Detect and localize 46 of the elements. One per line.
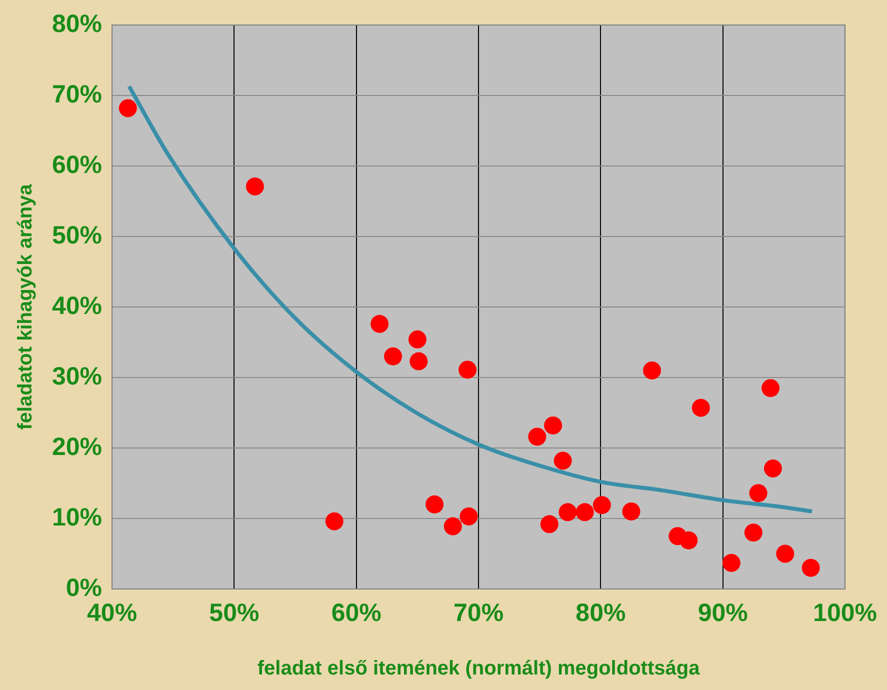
point xyxy=(408,330,426,348)
point xyxy=(764,459,782,478)
x-axis-title: feladat első itemének (normált) megoldottsága xyxy=(257,658,701,680)
y-tick-label: 40% xyxy=(52,292,102,320)
y-tick-label: 20% xyxy=(52,432,102,461)
y-tick-label: 50% xyxy=(52,221,102,250)
point xyxy=(680,531,698,550)
point xyxy=(576,503,594,522)
x-tick-label: 80% xyxy=(576,598,626,627)
y-tick-label: 70% xyxy=(52,80,102,108)
point xyxy=(118,99,137,118)
y-tick-label: 60% xyxy=(52,150,102,179)
point xyxy=(528,428,546,446)
point xyxy=(749,484,768,502)
point xyxy=(692,398,710,417)
point xyxy=(776,544,794,563)
point xyxy=(370,314,389,333)
point xyxy=(544,416,562,434)
point xyxy=(444,517,462,536)
point xyxy=(458,360,477,379)
point xyxy=(802,558,820,577)
point xyxy=(622,502,640,520)
point xyxy=(558,503,577,522)
y-tick-label: 80% xyxy=(52,10,102,38)
x-tick-label: 70% xyxy=(454,598,504,627)
y-axis-title: feladatot kihagyók aránya xyxy=(14,183,37,430)
point xyxy=(410,352,428,370)
point xyxy=(540,515,558,534)
point xyxy=(762,379,780,398)
point xyxy=(384,347,402,366)
point xyxy=(722,554,740,572)
point xyxy=(592,496,611,514)
x-tick-label: 50% xyxy=(209,598,260,627)
y-tick-label: 10% xyxy=(52,503,102,532)
point xyxy=(460,507,478,526)
point xyxy=(426,495,444,514)
y-tick-label: 30% xyxy=(52,362,102,390)
x-tick-label: 90% xyxy=(698,598,748,627)
point xyxy=(643,361,662,380)
line-series xyxy=(127,84,814,514)
x-tick-label: 60% xyxy=(331,598,382,627)
point xyxy=(246,177,264,196)
point xyxy=(554,452,572,470)
x-tick-label: 100% xyxy=(813,598,878,627)
point xyxy=(744,524,762,542)
point xyxy=(325,512,344,530)
